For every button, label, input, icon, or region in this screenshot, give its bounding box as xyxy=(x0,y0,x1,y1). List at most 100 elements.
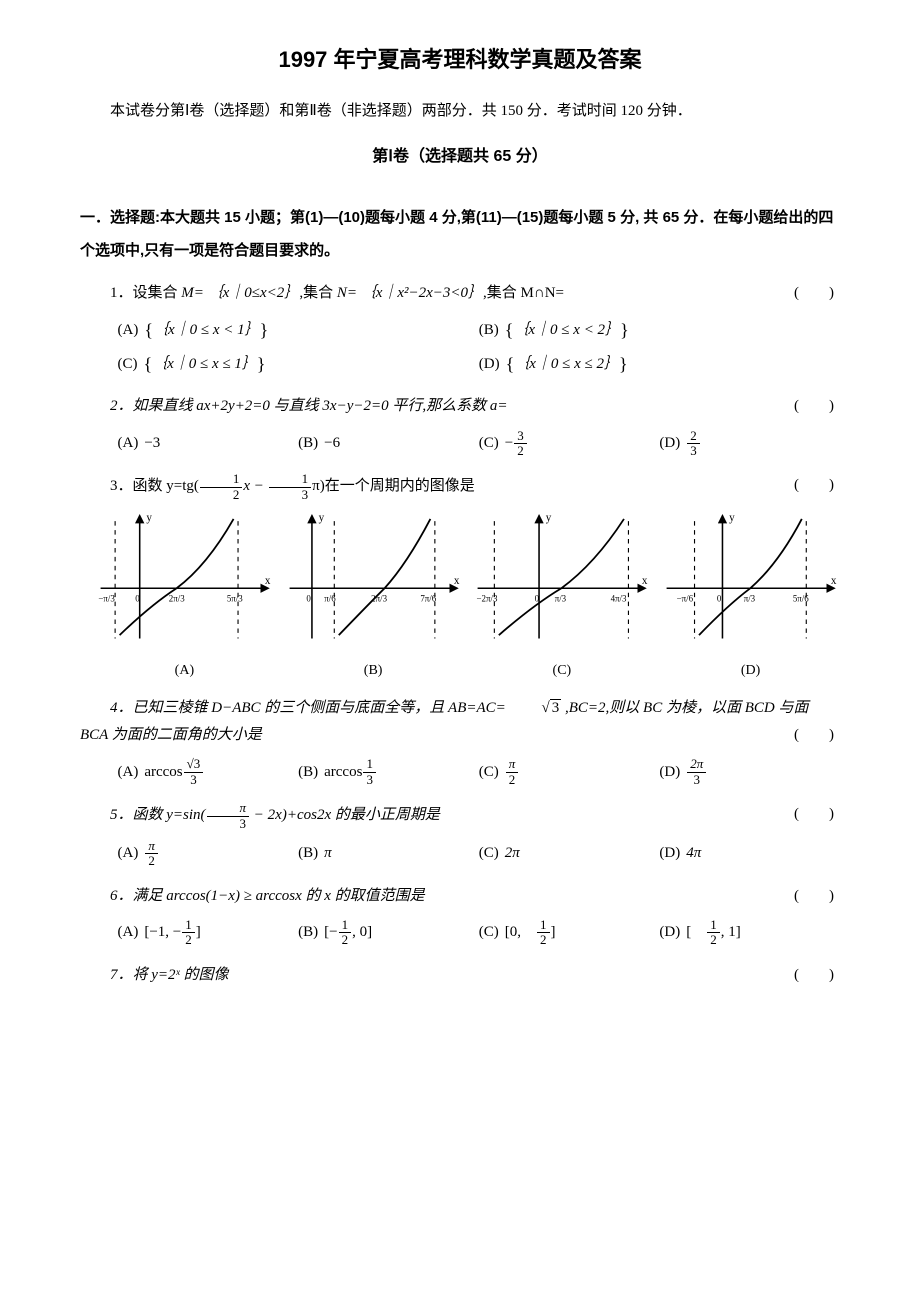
q6-options: (A)[−1, −12 ] (B)[−12, 0] (C)[0, 12 ] (D… xyxy=(118,916,841,950)
tick-1: 2π/3 xyxy=(169,594,185,604)
svg-text:y: y xyxy=(546,512,552,524)
q1-opt-b: (B){｛x｜0 ≤ x < 2｝} xyxy=(479,313,840,347)
q2-opt-c: (C)−32 xyxy=(479,426,660,460)
q3-graph-c: xy −2π/3 0 π/3 4π/3 (C) xyxy=(472,510,651,683)
page-title: 1997 年宁夏高考理科数学真题及答案 xyxy=(80,40,840,80)
graph-label-b: (B) xyxy=(284,658,463,683)
opt-label: (A) xyxy=(118,919,139,946)
q5-f-n: π xyxy=(207,801,250,816)
q5-opt-a: (A) π2 xyxy=(118,837,299,871)
q4-a-den: 3 xyxy=(184,773,204,787)
q5-options: (A) π2 (B) π (C)2π (D)4π xyxy=(118,837,841,871)
opt-label: (B) xyxy=(298,840,318,867)
svg-text:y: y xyxy=(146,512,152,524)
graph-label-a: (A) xyxy=(95,658,274,683)
q2-c-den: 2 xyxy=(514,444,527,458)
q1-set-m: M= ｛x｜0≤x<2｝ xyxy=(181,285,299,301)
q3-f2-n: 1 xyxy=(269,472,312,487)
q4-opt-d: (D)2π3 xyxy=(659,755,840,789)
q1-set-n: N= ｛x｜x²−2x−3<0｝ xyxy=(337,285,483,301)
opt-label: (B) xyxy=(298,430,318,457)
svg-text:x: x xyxy=(265,575,271,587)
q2-opt-d: (D)23 xyxy=(659,426,840,460)
q4-b-den: 3 xyxy=(363,773,376,787)
opt-label: (D) xyxy=(659,840,680,867)
opt-label: (A) xyxy=(118,430,139,457)
q6-stem: 6．满足 arccos(1−x) ≥ arccosx 的 x 的取值范围是 xyxy=(110,888,425,904)
q1-opt-c: (C){｛x｜0 ≤ x ≤ 1｝} xyxy=(118,347,479,381)
tick-2: 4π/3 xyxy=(611,594,627,604)
opt-label: (C) xyxy=(479,759,499,786)
q2-paren: ( ) xyxy=(764,393,840,420)
q1-stem-a: 1．设集合 xyxy=(110,285,181,301)
opt-label: (A) xyxy=(118,840,139,867)
q1-stem-mid: ,集合 xyxy=(299,285,337,301)
q5-a-num: π xyxy=(145,839,158,854)
opt-label: (D) xyxy=(659,759,680,786)
svg-text:x: x xyxy=(831,575,837,587)
q1-c-val: ｛x｜0 ≤ x ≤ 1｝ xyxy=(152,351,257,378)
q1-paren: ( ) xyxy=(764,280,840,307)
q4-opt-a: (A)arccos√33 xyxy=(118,755,299,789)
q4-a-fn: arccos xyxy=(144,759,182,786)
question-2: 2．如果直线 ax+2y+2=0 与直线 3x−y−2=0 平行,那么系数 a=… xyxy=(80,393,840,420)
q6-b-n: 1 xyxy=(339,918,352,933)
q1-d-val: ｛x｜0 ≤ x ≤ 2｝ xyxy=(514,351,619,378)
q3-mid: x − xyxy=(243,479,267,495)
q5-opt-c: (C)2π xyxy=(479,837,660,871)
section-1-head: 第Ⅰ卷（选择题共 65 分） xyxy=(80,143,840,172)
q4-paren: ( ) xyxy=(764,722,840,749)
q6-c-b: ] xyxy=(551,919,556,946)
q2-c-num: 3 xyxy=(514,429,527,444)
tick-neg: −π/6 xyxy=(677,594,694,604)
q4-b-fn: arccos xyxy=(324,759,362,786)
q3-graph-a: xy −π/3 0 2π/3 5π/3 (A) xyxy=(95,510,274,683)
part-1-text: 一．选择题:本大题共 15 小题；第(1)—(10)题每小题 4 分,第(11)… xyxy=(80,209,833,259)
q5-opt-d: (D)4π xyxy=(659,837,840,871)
graph-label-d: (D) xyxy=(661,658,840,683)
tick-neg: −2π/3 xyxy=(477,594,498,604)
q2-c-sign: − xyxy=(505,430,513,457)
q4-d-den: 3 xyxy=(687,773,706,787)
question-3: 3．函数 y=tg(12x − 13π)在一个周期内的图像是 ( ) xyxy=(80,472,840,502)
q3-f1-n: 1 xyxy=(200,472,243,487)
q5-a-den: 2 xyxy=(145,854,158,868)
question-6: 6．满足 arccos(1−x) ≥ arccosx 的 x 的取值范围是 ( … xyxy=(80,883,840,910)
q6-opt-c: (C)[0, 12 ] xyxy=(479,916,660,950)
part-1-head: 一．选择题:本大题共 15 小题；第(1)—(10)题每小题 4 分,第(11)… xyxy=(80,201,840,268)
q6-c-a: [0, xyxy=(505,919,536,946)
question-4: 4．已知三棱锥 D−ABC 的三个侧面与底面全等，且 AB=AC= 3 ,BC=… xyxy=(80,695,840,749)
question-5: 5．函数 y=sin(π3 − 2x)+cos2x 的最小正周期是 ( ) xyxy=(80,801,840,831)
opt-label: (B) xyxy=(479,317,499,344)
svg-text:x: x xyxy=(454,575,460,587)
q6-c-n: 1 xyxy=(537,918,550,933)
q6-b-d: 2 xyxy=(339,933,352,947)
q2-stem: 2．如果直线 ax+2y+2=0 与直线 3x−y−2=0 平行,那么系数 a= xyxy=(110,398,508,414)
tan-graph-a: xy −π/3 0 2π/3 5π/3 xyxy=(95,510,274,644)
tick-3: 7π/6 xyxy=(420,594,436,604)
svg-text:y: y xyxy=(729,512,735,524)
graph-label-c: (C) xyxy=(472,658,651,683)
q6-b-b: , 0] xyxy=(352,919,372,946)
q7-paren: ( ) xyxy=(764,962,840,989)
q3-stem-a: 3．函数 y=tg( xyxy=(110,479,199,495)
opt-label: (A) xyxy=(118,317,139,344)
q4-b-num: 1 xyxy=(363,757,376,772)
q6-d-b: , 1] xyxy=(721,919,741,946)
q3-f1-d: 2 xyxy=(200,488,243,502)
q5-c-val: 2π xyxy=(505,840,520,867)
opt-label: (D) xyxy=(479,351,500,378)
q1-opt-a: (A){｛x｜0 ≤ x < 1｝} xyxy=(118,313,479,347)
q1-a-val: ｛x｜0 ≤ x < 1｝ xyxy=(153,317,260,344)
q5-paren: ( ) xyxy=(764,801,840,828)
opt-label: (B) xyxy=(298,759,318,786)
q3-paren: ( ) xyxy=(764,472,840,499)
tan-graph-c: xy −2π/3 0 π/3 4π/3 xyxy=(472,510,651,644)
q6-a-d: 2 xyxy=(182,933,195,947)
tick-2: 5π/3 xyxy=(227,594,243,604)
q7-stem: 7．将 y=2ˣ 的图像 xyxy=(110,967,229,983)
q1-stem-suf: ,集合 M∩N= xyxy=(483,285,564,301)
opt-label: (B) xyxy=(298,919,318,946)
tan-graph-b: xy 0 π/6 2π/3 7π/6 xyxy=(284,510,463,644)
tick-neg: −π/3 xyxy=(98,594,115,604)
